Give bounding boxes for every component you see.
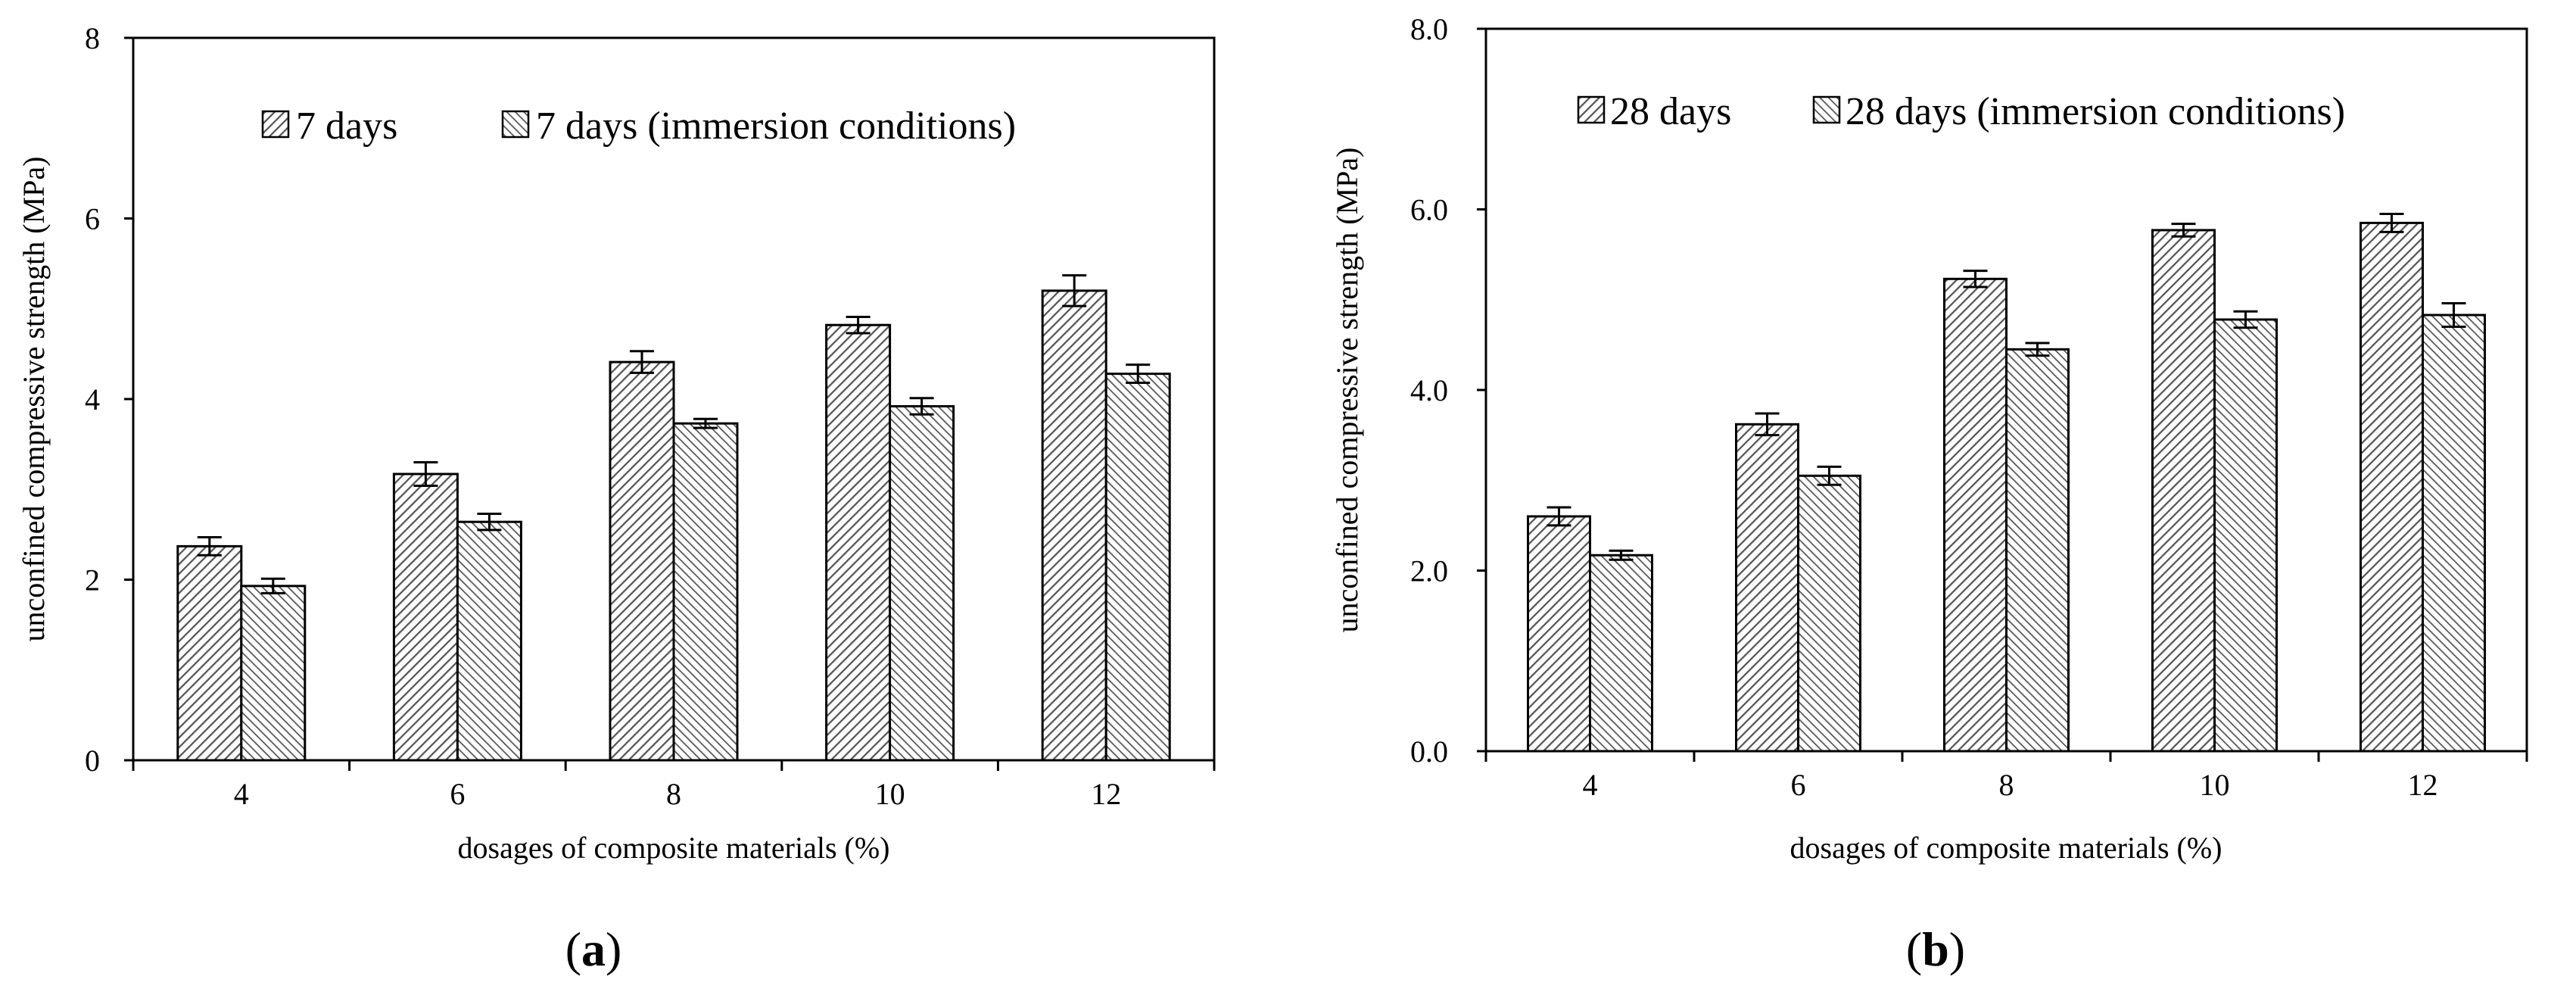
- x-tick-label: 6: [1791, 768, 1806, 802]
- bar-series-2-cat-6: [1797, 474, 1861, 753]
- x-axis-title: dosages of composite materials (%): [1790, 831, 2222, 865]
- bar-series-2-cat-6: [456, 520, 522, 762]
- bar-series-1-cat-6: [1735, 423, 1799, 753]
- legend-swatch-series-1: [1577, 95, 1606, 124]
- legend-label-series-1: 28 days: [1610, 90, 1731, 133]
- bar-series-1-cat-12: [1041, 289, 1107, 762]
- bar-series-1-cat-6: [392, 473, 459, 762]
- x-tick-label: 10: [2200, 768, 2230, 802]
- legend-label-series-2: 7 days (immersion conditions): [536, 104, 1016, 148]
- x-tick-label: 10: [875, 777, 905, 811]
- panel-label-b: (b): [1906, 922, 1965, 976]
- legend: 7 days 7 days (immersion conditions): [261, 104, 1016, 148]
- x-tick-label: 12: [1091, 777, 1121, 811]
- bar-series-1-cat-8: [1943, 277, 2008, 753]
- y-tick-label: 0: [85, 744, 100, 778]
- bar-series-2-cat-12: [2422, 313, 2486, 753]
- bar-series-1-cat-12: [2360, 221, 2424, 753]
- legend-swatch-series-2: [1812, 95, 1841, 124]
- legend-label-series-2: 28 days (immersion conditions): [1846, 90, 2345, 133]
- bar-series-2-cat-8: [672, 422, 739, 762]
- bar-series-1-cat-4: [176, 544, 243, 762]
- x-tick-label: 8: [666, 777, 681, 811]
- legend-swatch-series-1: [261, 110, 290, 139]
- legend-swatch-series-2: [501, 110, 530, 139]
- y-tick-label: 8: [85, 21, 100, 55]
- bar-series-1-cat-10: [2151, 229, 2216, 753]
- bar-series-2-cat-4: [1589, 554, 1653, 753]
- x-tick-label: 4: [1583, 768, 1598, 802]
- y-tick-label: 6: [85, 202, 100, 236]
- x-tick-label: 12: [2408, 768, 2438, 802]
- y-tick-label: 8.0: [1410, 12, 1448, 46]
- bar-series-1-cat-8: [609, 360, 675, 762]
- x-tick-label: 4: [234, 777, 249, 811]
- bar-series-2-cat-12: [1104, 373, 1171, 762]
- x-axis-title: dosages of composite materials (%): [458, 831, 890, 865]
- chart-panel-b: 0.0 2.0 4.0 6.0 8.0 4 6 8 10 12 dosages of compos…: [1330, 12, 2528, 976]
- bar-series-2-cat-4: [240, 585, 307, 762]
- y-tick-label: 0.0: [1410, 735, 1448, 769]
- bar-series-1-cat-10: [825, 323, 892, 762]
- y-tick-label: 6.0: [1410, 193, 1448, 227]
- y-tick-label: 4: [85, 382, 100, 416]
- chart-panel-a: 0 2 4 6 8 4 6 8 10 12 dosages of composite materi…: [17, 21, 1216, 976]
- legend: 28 days 28 days (immersion conditions): [1577, 90, 2345, 133]
- bar-series-1-cat-4: [1527, 515, 1591, 753]
- bar-series-2-cat-10: [889, 405, 955, 762]
- y-axis-title: unconfined compressive strength (MPa): [1330, 148, 1364, 633]
- bar-series-2-cat-10: [2213, 318, 2278, 753]
- y-axis-title: unconfined compressive strength (MPa): [17, 157, 51, 642]
- x-tick-label: 6: [450, 777, 465, 811]
- bar-series-2-cat-8: [2005, 348, 2070, 753]
- legend-label-series-1: 7 days: [296, 104, 397, 148]
- x-tick-label: 8: [1999, 768, 2014, 802]
- y-tick-label: 2: [85, 563, 100, 597]
- y-tick-label: 4.0: [1410, 373, 1448, 407]
- panel-label-a: (a): [565, 922, 622, 976]
- y-tick-label: 2.0: [1410, 554, 1448, 588]
